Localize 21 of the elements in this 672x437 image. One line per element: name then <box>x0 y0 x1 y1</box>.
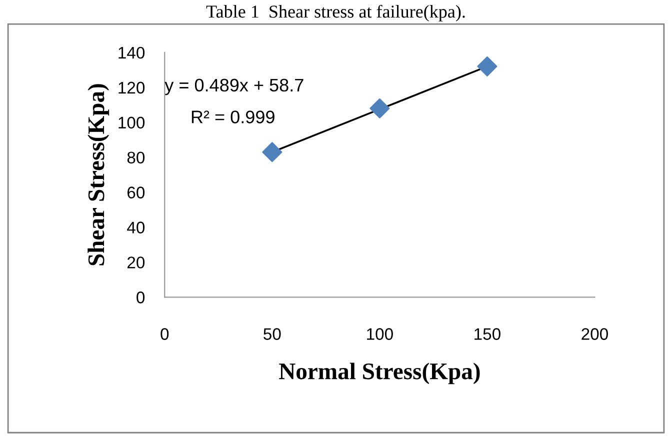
y-tick-label: 20 <box>128 256 145 268</box>
x-tick-label: 0 <box>160 328 169 340</box>
x-axis-title: Normal Stress(Kpa) <box>279 362 480 384</box>
y-tick-label: 140 <box>118 46 145 59</box>
y-tick-label: 80 <box>127 152 145 164</box>
point <box>370 98 390 118</box>
point <box>477 56 498 76</box>
point <box>262 142 282 162</box>
annotation: y = 0.489x + 58.7 <box>164 78 304 96</box>
x-tick-label: 150 <box>474 328 500 340</box>
y-tick-label: 0 <box>136 292 145 304</box>
x-tick-label: 50 <box>264 328 281 340</box>
annotation: R² = 0.999 <box>192 110 274 124</box>
y-tick-label: 100 <box>118 116 145 129</box>
x-tick-label: 200 <box>582 328 608 340</box>
x-tick-label: 100 <box>367 328 393 340</box>
y-tick-label: 60 <box>128 186 145 198</box>
y-tick-label: 40 <box>127 222 145 234</box>
y-tick-label: 120 <box>118 82 145 94</box>
y-axis-title: Shear Stress(Kpa) <box>88 84 110 266</box>
chart-title: Table 1 Shear stress at failure(kpa). <box>206 4 465 22</box>
